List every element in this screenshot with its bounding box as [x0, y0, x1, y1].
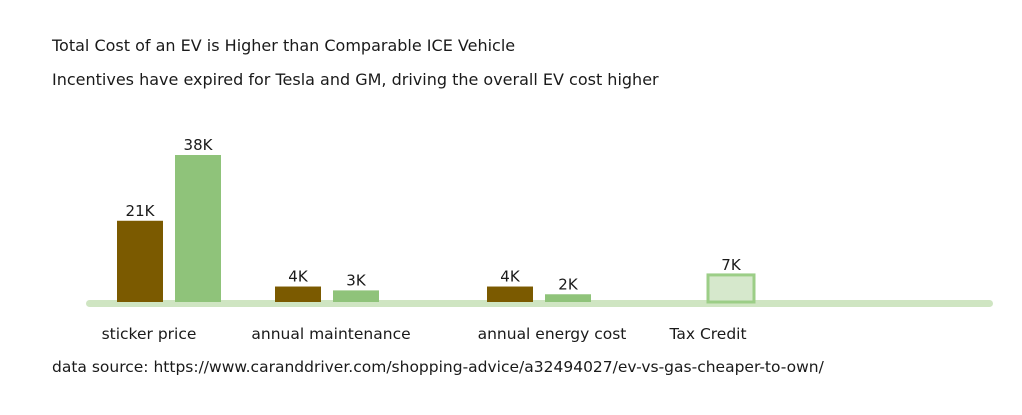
data-label: 4K [500, 268, 521, 286]
category-label: Tax Credit [668, 325, 746, 343]
data-label: 2K [558, 275, 579, 293]
bar-annual-maintenance-s2 [333, 290, 379, 302]
data-label: 7K [721, 256, 742, 274]
data-label: 21K [126, 202, 156, 220]
chart-title: Total Cost of an EV is Higher than Compa… [52, 36, 516, 55]
bar-sticker-price-s1 [117, 220, 163, 302]
bar-sticker-price-s2 [175, 155, 221, 302]
bar-tax-credit-s2 [706, 273, 756, 304]
x-axis-baseline [86, 300, 993, 307]
bar-annual-maintenance-s1 [275, 286, 321, 302]
data-label: 4K [288, 268, 309, 286]
data-label: 38K [184, 136, 214, 154]
chart-subtitle: Incentives have expired for Tesla and GM… [52, 70, 659, 89]
category-label: annual energy cost [478, 325, 627, 343]
data-source-note: data source: https://www.caranddriver.co… [52, 358, 824, 376]
bar-annual-energy-cost-s2 [545, 294, 591, 302]
data-label: 3K [346, 271, 367, 289]
category-label: sticker price [102, 325, 197, 343]
bar-annual-energy-cost-s1 [487, 286, 533, 302]
category-label: annual maintenance [251, 325, 410, 343]
